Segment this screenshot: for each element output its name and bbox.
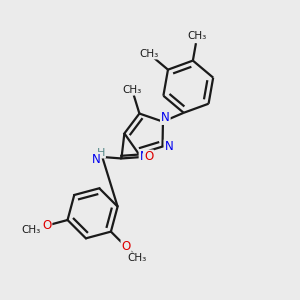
Text: CH₃: CH₃	[188, 31, 207, 41]
Text: N: N	[165, 140, 173, 153]
Text: O: O	[144, 151, 153, 164]
Text: N: N	[161, 111, 170, 124]
Text: CH₃: CH₃	[139, 49, 158, 58]
Text: CH₃: CH₃	[122, 85, 142, 94]
Text: CH₃: CH₃	[128, 253, 147, 263]
Text: N: N	[92, 153, 100, 166]
Text: N: N	[140, 150, 148, 163]
Text: O: O	[42, 219, 51, 232]
Text: H: H	[97, 148, 105, 158]
Text: O: O	[122, 240, 131, 253]
Text: CH₃: CH₃	[22, 225, 41, 235]
